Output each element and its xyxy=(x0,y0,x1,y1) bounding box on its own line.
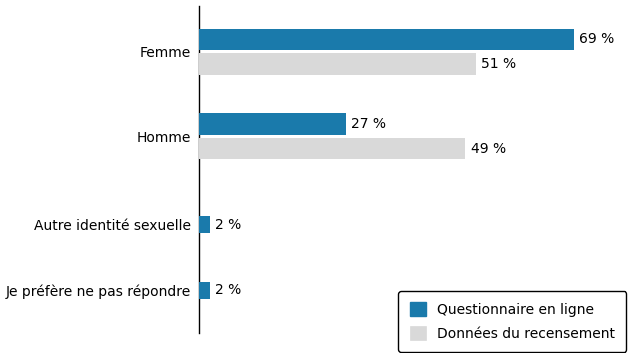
Bar xyxy=(199,282,210,299)
Bar xyxy=(199,29,574,50)
Text: 27 %: 27 % xyxy=(351,117,386,131)
Text: 51 %: 51 % xyxy=(481,57,516,71)
Text: 2 %: 2 % xyxy=(215,218,242,232)
Legend: Questionnaire en ligne, Données du recensement: Questionnaire en ligne, Données du recen… xyxy=(399,291,626,352)
Bar xyxy=(199,216,210,233)
Text: 49 %: 49 % xyxy=(470,142,505,156)
Text: 2 %: 2 % xyxy=(215,283,242,297)
Bar xyxy=(199,113,346,135)
Text: 69 %: 69 % xyxy=(579,32,615,46)
Bar xyxy=(199,53,476,75)
Bar xyxy=(199,138,465,160)
